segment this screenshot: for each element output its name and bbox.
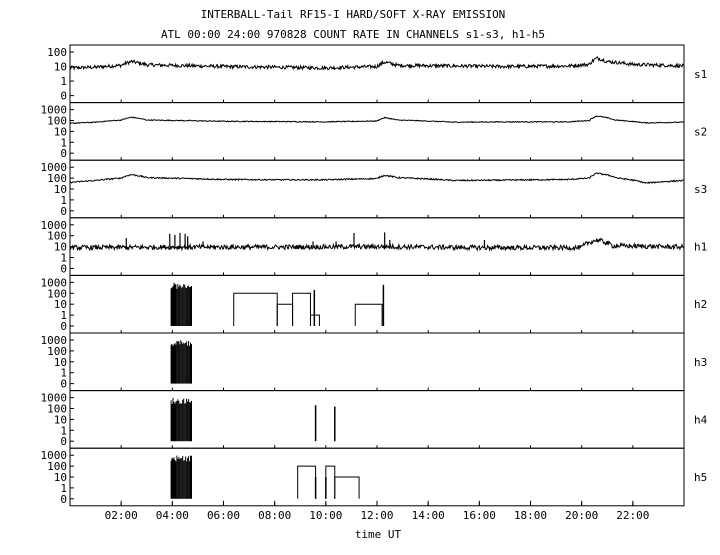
x-tick-label: 02:00 (105, 509, 138, 522)
channel-label-h1: h1 (694, 241, 707, 254)
y-tick-label: 1 (60, 424, 67, 437)
series-line-s3 (70, 172, 685, 185)
y-tick-label: 10 (54, 471, 67, 484)
series-line-h1 (69, 237, 685, 252)
step-h2 (233, 292, 278, 326)
x-tick-label: 10:00 (309, 509, 342, 522)
step-h2 (292, 292, 311, 326)
y-tick-label: 100 (47, 403, 67, 416)
step-h2 (276, 303, 294, 326)
y-tick-label: 0 (60, 262, 67, 275)
y-tick-label: 1000 (41, 276, 68, 289)
x-tick-label: 12:00 (360, 509, 393, 522)
y-tick-label: 1000 (41, 392, 68, 405)
y-tick-label: 1000 (41, 104, 68, 117)
channel-label-h5: h5 (694, 471, 707, 484)
panel-frame (69, 332, 685, 392)
y-tick-label: 1 (60, 482, 67, 495)
step-h5 (325, 465, 336, 499)
y-tick-label: 1000 (41, 219, 68, 232)
y-tick-label: 0 (60, 435, 67, 448)
x-tick-label: 14:00 (412, 509, 445, 522)
panel-frame (69, 447, 685, 507)
y-tick-label: 1 (60, 309, 67, 322)
panel-frame (69, 44, 685, 104)
channel-label-s3: s3 (694, 183, 707, 196)
step-h2 (354, 303, 383, 326)
y-tick-label: 10 (54, 183, 67, 196)
y-tick-label: 1000 (41, 334, 68, 347)
y-tick-label: 1000 (41, 449, 68, 462)
x-tick-label: 20:00 (565, 509, 598, 522)
y-tick-label: 100 (47, 287, 67, 300)
x-tick-label: 06:00 (207, 509, 240, 522)
x-axis-label: time UT (355, 528, 402, 541)
x-axis: 02:00 04:00 06:00 08:00 10:00 12:00 14:00 16:00… (105, 500, 649, 522)
y-tick-label: 10 (54, 413, 67, 426)
channel-label-h2: h2 (694, 298, 707, 311)
channel-label-s1: s1 (694, 68, 707, 81)
y-tick-label: 10 (54, 356, 67, 369)
x-tick-label: 18:00 (514, 509, 547, 522)
y-tick-label: 10 (54, 125, 67, 138)
x-tick-label: 08:00 (258, 509, 291, 522)
y-tick-label: 0 (60, 205, 67, 218)
y-tick-label: 100 (47, 172, 67, 185)
y-tick-label: 100 (47, 46, 67, 59)
x-tick-label: 04:00 (156, 509, 189, 522)
y-tick-label: 10 (54, 298, 67, 311)
channel-label-h4: h4 (694, 413, 708, 426)
y-tick-label: 1 (60, 136, 67, 149)
series-line-s1 (69, 56, 685, 71)
y-tick-label: 1000 (41, 161, 68, 174)
y-tick-label: 1 (60, 252, 67, 265)
panel-frame (69, 159, 685, 219)
y-tick-label: 0 (60, 147, 67, 160)
chart-title: INTERBALL-Tail RF15-I HARD/SOFT X-RAY EM… (201, 8, 506, 21)
y-tick-label: 0 (60, 493, 67, 506)
y-tick-label: 1 (60, 75, 67, 88)
y-tick-label: 10 (54, 241, 67, 254)
y-tick-label: 100 (47, 230, 67, 243)
series-line-s2 (69, 115, 685, 125)
chart-subtitle: ATL 00:00 24:00 970828 COUNT RATE IN CHA… (161, 28, 545, 41)
y-tick-label: 10 (54, 61, 67, 74)
panel-frame (69, 102, 685, 161)
panels-group: 1001010s110001001010s210001001010s310001… (41, 44, 708, 507)
y-tick-label: 1 (60, 194, 67, 207)
y-tick-label: 100 (47, 345, 67, 358)
channel-label-s2: s2 (694, 125, 707, 138)
y-tick-label: 0 (60, 90, 67, 103)
x-tick-label: 22:00 (616, 509, 649, 522)
panel-frame (69, 390, 685, 449)
y-tick-label: 0 (60, 378, 67, 391)
channel-label-h3: h3 (694, 356, 707, 369)
y-tick-label: 100 (47, 115, 67, 128)
y-tick-label: 0 (60, 320, 67, 333)
step-h5 (297, 465, 317, 499)
y-tick-label: 1 (60, 367, 67, 380)
y-tick-label: 100 (47, 460, 67, 473)
step-h5 (334, 476, 360, 499)
x-tick-label: 16:00 (463, 509, 496, 522)
